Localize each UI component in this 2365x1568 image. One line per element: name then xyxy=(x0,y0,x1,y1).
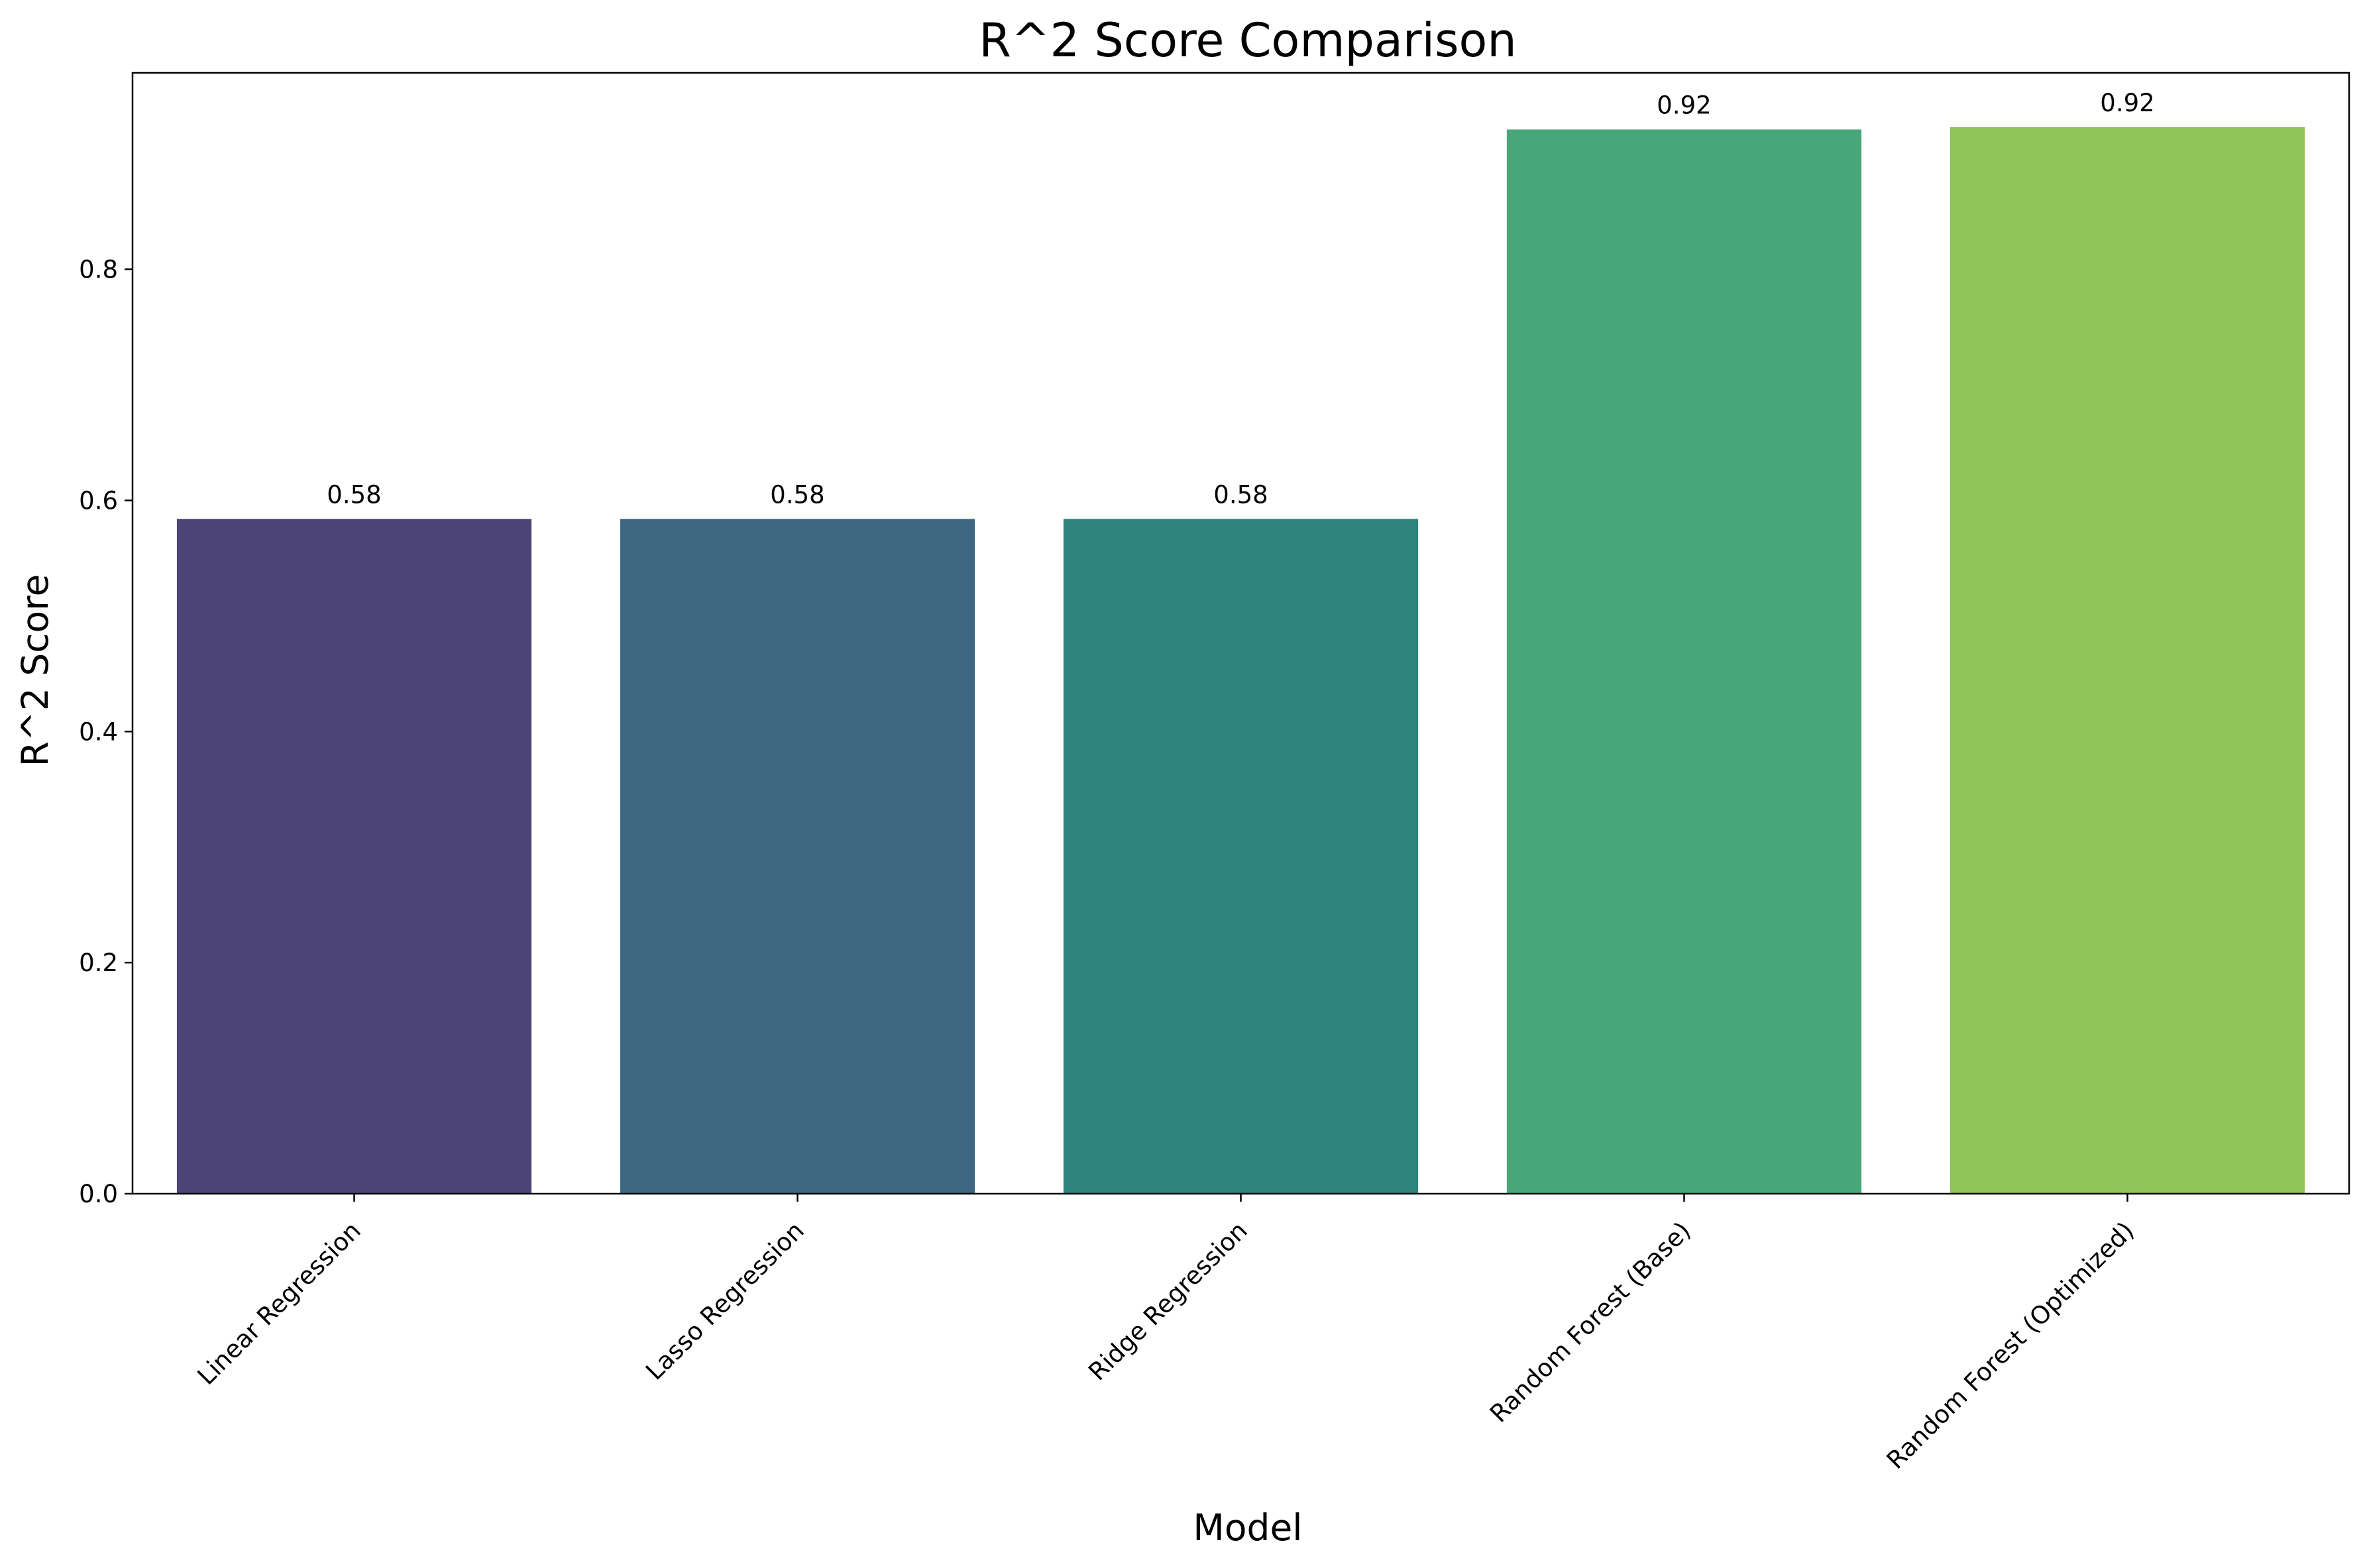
x-axis-label: Model xyxy=(1193,1506,1302,1549)
data-label: 0.58 xyxy=(770,480,824,509)
plot-frame xyxy=(131,72,2350,1195)
bar xyxy=(176,519,532,1194)
y-tick-label: 0.8 xyxy=(79,256,118,284)
bar xyxy=(1950,127,2305,1194)
y-tick-label: 0.0 xyxy=(79,1180,118,1208)
bar xyxy=(1063,519,1419,1194)
y-tick-label: 0.2 xyxy=(79,949,118,977)
bar xyxy=(1506,129,1862,1194)
chart-title: R^2 Score Comparison xyxy=(979,13,1517,68)
bar xyxy=(620,519,975,1194)
y-axis-label: R^2 Score xyxy=(14,574,56,767)
y-tick-label: 0.4 xyxy=(79,717,118,746)
data-label: 0.92 xyxy=(1657,91,1711,119)
data-label: 0.92 xyxy=(2100,89,2154,117)
y-tick-label: 0.6 xyxy=(79,486,118,515)
data-label: 0.58 xyxy=(327,480,381,509)
data-label: 0.58 xyxy=(1213,480,1268,509)
